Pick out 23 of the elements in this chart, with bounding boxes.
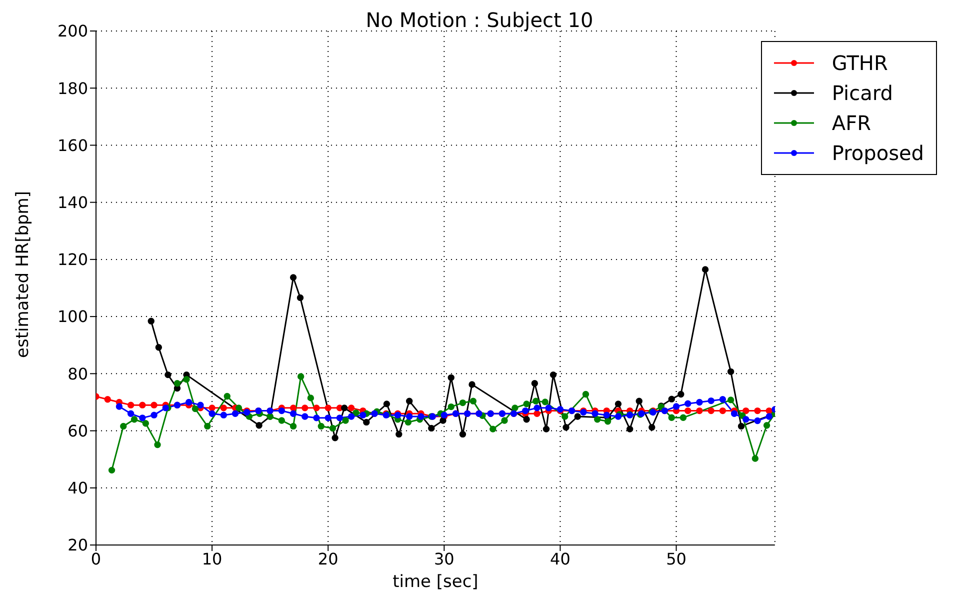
y-tick-label: 80	[68, 364, 88, 384]
legend-label: AFR	[832, 110, 871, 137]
y-tick-label: 40	[68, 478, 88, 498]
legend-label: GTHR	[832, 50, 888, 77]
y-tick-label: 140	[57, 193, 88, 212]
x-tick-label: 10	[202, 549, 222, 568]
chart-title: No Motion : Subject 10	[366, 8, 594, 32]
legend-label: Picard	[832, 80, 893, 107]
x-tick-label: 40	[550, 549, 570, 568]
y-tick-label: 200	[57, 22, 88, 41]
y-tick-label: 120	[57, 250, 88, 270]
x-tick-label: 20	[318, 549, 338, 568]
x-tick-label: 0	[90, 549, 102, 568]
legend-label: Proposed	[832, 140, 924, 167]
y-tick-label: 180	[57, 78, 88, 98]
x-tick-label: 50	[666, 549, 686, 568]
y-tick-label: 160	[57, 136, 88, 155]
y-tick-label: 60	[68, 421, 88, 440]
x-tick-label: 30	[434, 549, 454, 568]
x-axis-title: time [sec]	[392, 572, 478, 592]
y-tick-label: 100	[57, 307, 88, 326]
y-axis-title: estimated HR[bpm]	[13, 190, 34, 358]
y-tick-label: 20	[68, 536, 88, 555]
